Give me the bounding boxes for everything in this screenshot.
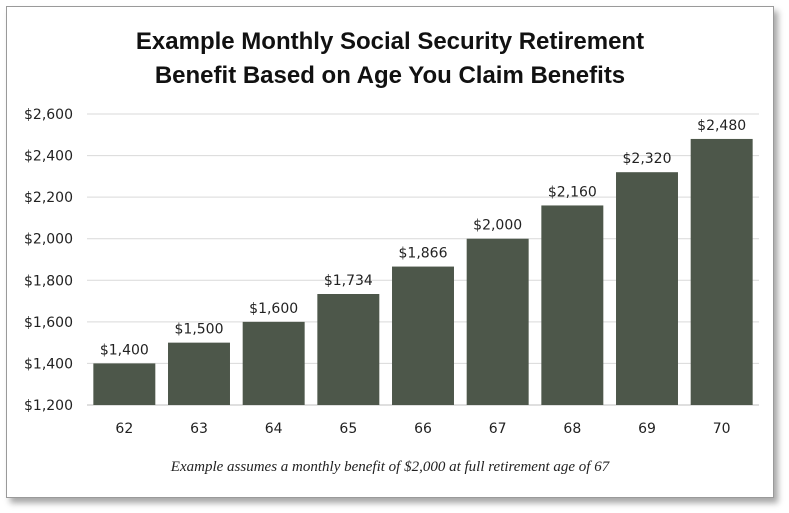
chart-frame: Example Monthly Social Security Retireme…: [6, 6, 774, 498]
x-tick-label: 69: [638, 421, 656, 437]
x-tick-label: 65: [339, 421, 357, 437]
bar: [168, 342, 230, 405]
chart-title: Example Monthly Social Security Retireme…: [7, 25, 773, 93]
x-tick-label: 63: [190, 421, 208, 437]
bar: [93, 363, 156, 405]
bars: [93, 138, 753, 405]
x-tick-label: 70: [713, 421, 731, 437]
y-tick-label: $1,200: [24, 398, 73, 414]
y-tick-label: $2,400: [24, 149, 73, 165]
x-tick-label: 64: [265, 421, 283, 437]
bar: [616, 172, 678, 405]
bar-chart: $1,200 $1,400 $1,600 $1,800 $2,000 $2,200 $2,4…: [24, 107, 759, 437]
bar: [242, 321, 305, 405]
data-label: $1,734: [324, 273, 373, 289]
y-tick-label: $2,600: [24, 107, 73, 123]
y-tick-label: $1,400: [24, 356, 73, 372]
y-axis-tick-labels: $1,200 $1,400 $1,600 $1,800 $2,000 $2,200 $2,4…: [24, 107, 73, 414]
bar: [317, 294, 380, 405]
x-tick-label: 66: [414, 421, 432, 437]
bar: [690, 138, 753, 405]
y-tick-label: $2,000: [24, 232, 73, 248]
data-label: $2,160: [548, 184, 597, 200]
data-label: $1,400: [100, 342, 149, 358]
y-tick-label: $2,200: [24, 190, 73, 206]
data-label: $2,000: [473, 218, 522, 234]
bar: [466, 238, 529, 405]
x-tick-label: 68: [563, 421, 581, 437]
data-label: $1,866: [399, 246, 448, 262]
chart-title-line-2: Benefit Based on Age You Claim Benefits: [154, 62, 626, 89]
bar: [541, 205, 604, 405]
y-tick-label: $1,800: [24, 273, 73, 289]
x-axis-tick-labels: 62 63 64 65 66 67 68 69 70: [115, 421, 730, 437]
bar: [392, 266, 454, 405]
data-label: $2,320: [623, 151, 672, 167]
data-label: $1,500: [175, 322, 224, 338]
chart-title-line-1: Example Monthly Social Security Retireme…: [135, 28, 645, 55]
x-tick-label: 67: [489, 421, 507, 437]
y-tick-label: $1,600: [24, 315, 73, 331]
x-tick-label: 62: [115, 421, 133, 437]
data-label: $1,600: [249, 301, 298, 317]
data-label: $2,480: [697, 118, 746, 134]
footnote: Example assumes a monthly benefit of $2,…: [170, 459, 610, 475]
data-labels: $1,400 $1,500 $1,600 $1,734 $1,866 $2,000 $2,1…: [100, 118, 746, 358]
